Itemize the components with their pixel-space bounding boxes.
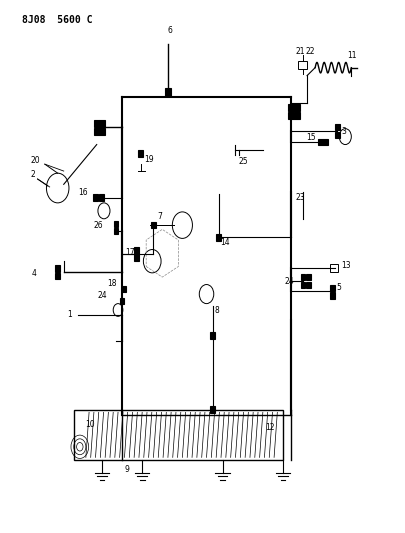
Bar — [94, 195, 98, 201]
Bar — [165, 87, 171, 95]
Text: 22: 22 — [306, 47, 315, 56]
Text: 8J08  5600 C: 8J08 5600 C — [21, 14, 92, 25]
Text: 24: 24 — [284, 277, 294, 286]
Bar — [323, 139, 328, 145]
Text: 2: 2 — [30, 171, 35, 180]
Text: 18: 18 — [107, 279, 116, 288]
Bar — [301, 274, 305, 280]
Text: 20: 20 — [30, 156, 40, 165]
Bar — [335, 124, 340, 130]
Text: 16: 16 — [78, 188, 87, 197]
Bar — [99, 195, 104, 201]
Bar — [288, 112, 294, 119]
FancyBboxPatch shape — [74, 410, 283, 460]
Bar — [114, 221, 118, 227]
Bar — [306, 282, 311, 288]
Text: 14: 14 — [220, 238, 229, 247]
Text: 5: 5 — [336, 284, 341, 293]
Text: 12: 12 — [265, 423, 274, 432]
Text: 25: 25 — [239, 157, 248, 166]
Bar — [335, 132, 340, 138]
Text: 6: 6 — [168, 26, 173, 35]
Bar — [122, 286, 126, 293]
Bar — [55, 272, 60, 279]
Text: 23: 23 — [295, 193, 305, 202]
Bar — [294, 104, 300, 111]
Text: 19: 19 — [144, 155, 154, 164]
Text: 9: 9 — [124, 465, 129, 474]
Bar — [301, 282, 305, 288]
Bar — [151, 222, 156, 228]
Bar — [298, 61, 307, 69]
Bar — [119, 298, 124, 304]
Text: 17: 17 — [125, 248, 134, 257]
Bar — [134, 254, 139, 261]
Bar — [294, 112, 300, 119]
Text: 21: 21 — [295, 47, 305, 56]
Bar — [330, 293, 335, 299]
Bar — [99, 120, 104, 127]
Bar — [94, 128, 99, 135]
Text: 11: 11 — [347, 51, 357, 60]
Text: 13: 13 — [341, 261, 351, 270]
Text: 4: 4 — [32, 269, 36, 278]
Bar — [114, 228, 118, 234]
Bar — [55, 265, 60, 271]
Bar — [99, 128, 104, 135]
Bar — [134, 247, 139, 254]
Bar — [210, 332, 215, 338]
Text: 7: 7 — [158, 212, 162, 221]
Text: 26: 26 — [93, 221, 103, 230]
Bar — [138, 150, 143, 157]
Bar — [330, 285, 335, 291]
Bar — [210, 407, 215, 413]
Bar — [94, 120, 99, 127]
Text: 8: 8 — [215, 305, 220, 314]
Text: 1: 1 — [67, 310, 72, 319]
Bar — [216, 234, 221, 240]
Text: 3: 3 — [341, 127, 346, 136]
Bar — [288, 104, 294, 111]
Bar — [306, 274, 311, 280]
Text: 10: 10 — [85, 420, 95, 429]
Bar — [318, 139, 323, 145]
Text: 15: 15 — [306, 133, 315, 142]
Text: 24: 24 — [98, 292, 108, 300]
Bar — [330, 264, 338, 272]
